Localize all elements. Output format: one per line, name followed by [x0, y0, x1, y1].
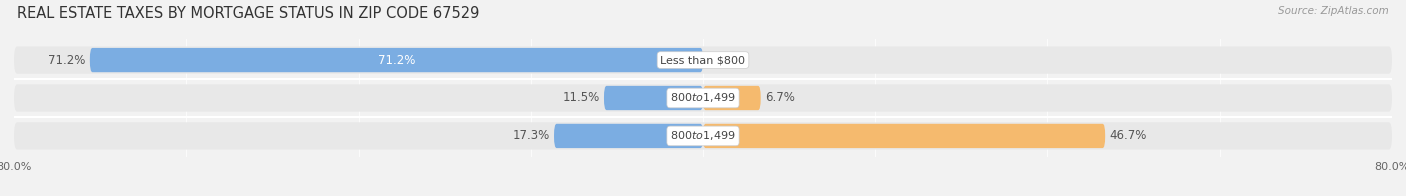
Text: $800 to $1,499: $800 to $1,499: [671, 129, 735, 142]
Text: 11.5%: 11.5%: [562, 92, 599, 104]
Text: 46.7%: 46.7%: [1109, 129, 1147, 142]
FancyBboxPatch shape: [90, 48, 703, 72]
Text: REAL ESTATE TAXES BY MORTGAGE STATUS IN ZIP CODE 67529: REAL ESTATE TAXES BY MORTGAGE STATUS IN …: [17, 6, 479, 21]
FancyBboxPatch shape: [14, 84, 1392, 112]
FancyBboxPatch shape: [703, 124, 1105, 148]
FancyBboxPatch shape: [14, 46, 1392, 74]
Text: 17.3%: 17.3%: [512, 129, 550, 142]
Text: 71.2%: 71.2%: [378, 54, 415, 67]
FancyBboxPatch shape: [554, 124, 703, 148]
Text: Less than $800: Less than $800: [661, 55, 745, 65]
FancyBboxPatch shape: [605, 86, 703, 110]
Text: 71.2%: 71.2%: [48, 54, 86, 67]
FancyBboxPatch shape: [14, 122, 1392, 150]
Text: Source: ZipAtlas.com: Source: ZipAtlas.com: [1278, 6, 1389, 16]
Text: 0.0%: 0.0%: [707, 54, 737, 67]
Text: 6.7%: 6.7%: [765, 92, 794, 104]
Text: $800 to $1,499: $800 to $1,499: [671, 92, 735, 104]
FancyBboxPatch shape: [703, 86, 761, 110]
